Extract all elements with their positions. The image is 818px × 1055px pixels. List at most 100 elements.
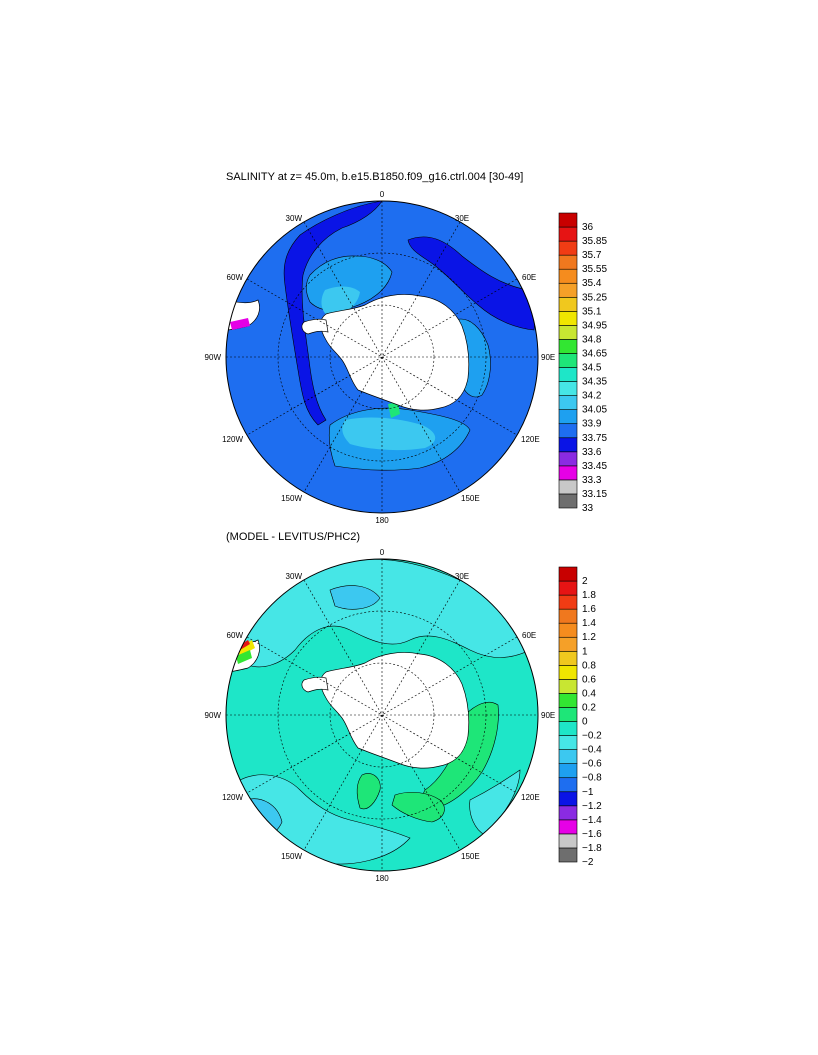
colorbar-tick-label: −1 [582, 787, 594, 798]
colorbar-swatch [558, 254, 578, 270]
colorbar-tick-label: −0.8 [582, 773, 602, 784]
colorbar-tick-label: −0.6 [582, 759, 602, 770]
colorbar-tick-label: 35.1 [582, 306, 602, 317]
lon-label-90e: 90E [541, 353, 555, 362]
colorbar-tick-label: 34.5 [582, 363, 602, 374]
south-america-anomaly-yellow [236, 640, 255, 656]
colorbar-tick-label: 0.6 [582, 674, 596, 685]
colorbar-tick-label: 36 [582, 222, 594, 233]
colorbar-swatch [558, 594, 578, 610]
colorbar-tick-label: 34.95 [582, 320, 607, 331]
lon-label-30w: 30W [286, 572, 303, 581]
difference-zone-neg-e [329, 585, 381, 610]
difference-map-border [225, 558, 539, 872]
colorbar-swatch [558, 636, 578, 652]
south-america-anomaly-green [236, 650, 252, 664]
difference-zone-pos-c [356, 773, 381, 810]
colorbar-tick-label: −0.2 [582, 731, 602, 742]
colorbar-swatch [558, 437, 578, 453]
colorbar-swatch [558, 665, 578, 680]
salinity-band-low-east [407, 236, 536, 331]
colorbar-swatch [558, 212, 578, 228]
colorbar-swatch [558, 311, 578, 326]
colorbar-swatch [558, 721, 578, 736]
lon-label-90e: 90E [541, 711, 555, 720]
colorbar-tick-label: 35.85 [582, 236, 607, 247]
colorbar-swatch [558, 679, 578, 694]
south-america-magenta-coast [230, 318, 250, 330]
lon-label-30w: 30W [286, 214, 303, 223]
difference-map: 0 30E 60E 90E 120E 150E 180 150W 120W 90… [205, 548, 556, 883]
colorbar-tick-label: 1.8 [582, 590, 596, 601]
lon-label-120e: 120E [521, 793, 540, 802]
colorbar-swatch [558, 423, 578, 439]
colorbar-swatch [558, 819, 578, 835]
difference-graticule [226, 559, 538, 871]
colorbar-tick-label: 33.3 [582, 475, 602, 486]
lon-label-90w: 90W [205, 353, 222, 362]
lon-label-150w: 150W [281, 494, 302, 503]
colorbar-tick-label: 33.45 [582, 461, 607, 472]
difference-zone-neg-c [469, 769, 521, 836]
colorbar-swatch [558, 777, 578, 793]
colorbar-tick-label: 2 [582, 576, 588, 587]
lon-label-180: 180 [375, 874, 389, 883]
colorbar-swatch [558, 805, 578, 821]
colorbar-tick-label: 34.65 [582, 348, 607, 359]
colorbar-tick-label: 1.4 [582, 618, 596, 629]
colorbar-tick-label: 1.6 [582, 604, 596, 615]
colorbar-swatch [558, 791, 578, 807]
colorbar-tick-label: 34.8 [582, 334, 602, 345]
colorbar-tick-label: 33.9 [582, 419, 602, 430]
colorbar-tick-label: 34.35 [582, 377, 607, 388]
colorbar-swatch [558, 566, 578, 582]
colorbar-swatch [558, 451, 578, 467]
salinity-colorbar: 33 33.15 33.3 33.45 33.6 33.75 33.9 34.05 34.2 34… [558, 212, 607, 514]
lon-label-90w: 90W [205, 711, 222, 720]
lon-label-0: 0 [380, 548, 385, 557]
colorbar-swatch [558, 833, 578, 849]
colorbar-tick-label: −1.8 [582, 843, 602, 854]
colorbar-swatch [558, 325, 578, 340]
colorbar-swatch [558, 367, 578, 382]
lon-label-120w: 120W [222, 793, 243, 802]
colorbar-tick-label: 33.6 [582, 447, 602, 458]
lon-label-150w: 150W [281, 852, 302, 861]
salinity-map: 0 30E 60E 90E 120E 150E 180 150W 120W 90… [205, 190, 556, 525]
colorbar-swatch [558, 339, 578, 354]
difference-colorbar: −2 −1.8 −1.6 −1.4 −1.2 −1 −0.8 −0.6 −0.4 −0.2 0 0.2… [558, 566, 602, 868]
salinity-coastal-zone-2 [342, 417, 436, 451]
colorbar-swatch [558, 282, 578, 298]
colorbar-tick-label: 34.05 [582, 405, 607, 416]
colorbar-swatch [558, 735, 578, 750]
bottom-panel-title: (MODEL - LEVITUS/PHC2) [226, 531, 361, 543]
lon-label-0: 0 [380, 190, 385, 199]
colorbar-swatch [558, 622, 578, 638]
colorbar-tick-label: 34.2 [582, 391, 602, 402]
colorbar-swatch [558, 693, 578, 708]
colorbar-swatch [558, 395, 578, 410]
colorbar-tick-label: −1.2 [582, 801, 602, 812]
lon-label-150e: 150E [461, 494, 480, 503]
colorbar-swatch [558, 296, 578, 312]
lon-label-180: 180 [375, 516, 389, 525]
colorbar-tick-label: 35.4 [582, 278, 602, 289]
colorbar-tick-label: 0.2 [582, 702, 596, 713]
colorbar-tick-label: 35.25 [582, 292, 607, 303]
lon-label-60w: 60W [227, 273, 244, 282]
lon-label-30e: 30E [455, 214, 469, 223]
salinity-band-low-west [283, 201, 383, 426]
lon-label-60w: 60W [227, 631, 244, 640]
lon-label-120e: 120E [521, 435, 540, 444]
colorbar-tick-label: −1.4 [582, 815, 602, 826]
antarctic-peninsula-top [301, 318, 329, 335]
lon-label-60e: 60E [522, 273, 536, 282]
colorbar-swatch [558, 353, 578, 368]
colorbar-swatch [558, 479, 578, 495]
colorbar-tick-label: 1.2 [582, 632, 596, 643]
lon-label-120w: 120W [222, 435, 243, 444]
colorbar-swatch [558, 240, 578, 256]
lon-label-60e: 60E [522, 631, 536, 640]
colorbar-tick-label: 0 [582, 717, 588, 728]
